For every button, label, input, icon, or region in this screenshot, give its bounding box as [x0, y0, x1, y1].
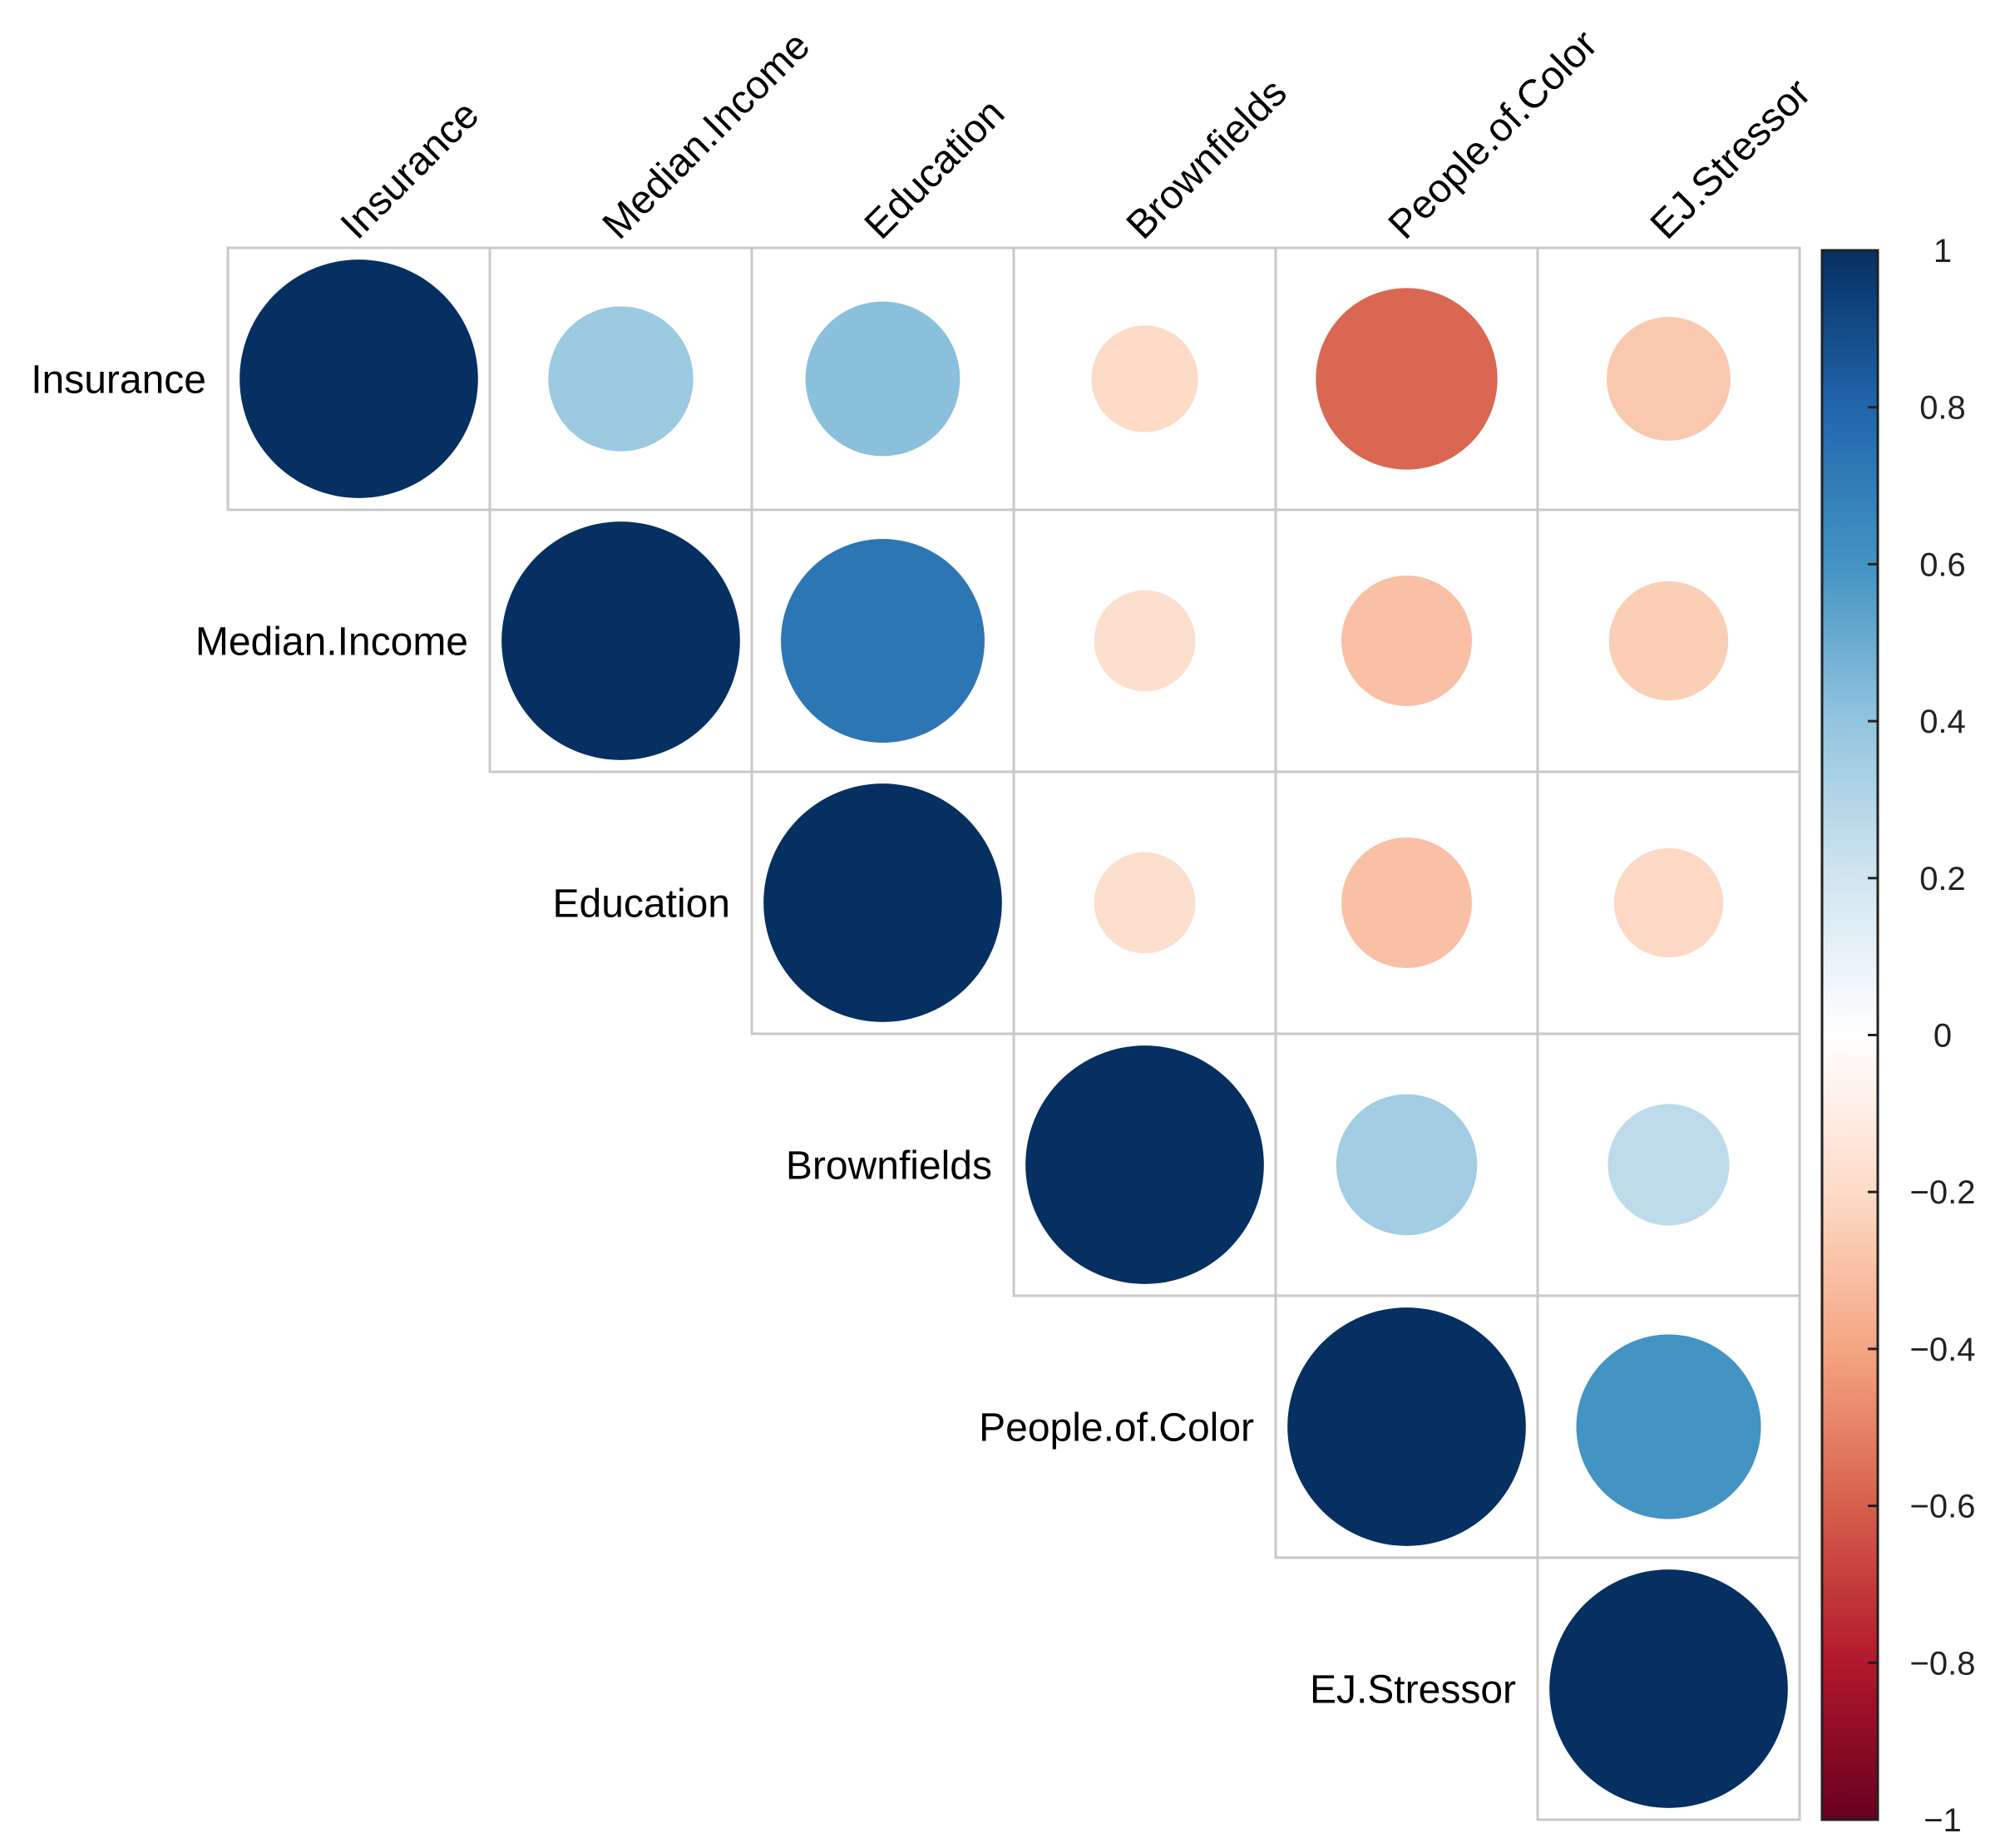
colorbar: 1 0.8 0.6 0.4 0.2 0 −0.2 −0.4 −0.6 −0.8 −1	[1820, 233, 1976, 1839]
column-label-insurance: Insurance	[333, 92, 488, 248]
correlation-circle-brownfields-ej-stressor	[1607, 1104, 1730, 1226]
correlation-circle-insurance-people-of-color	[1316, 288, 1498, 470]
row-labels: Insurance Median.Income Education Brownfiel…	[31, 358, 1516, 1712]
correlation-circle-median-income-median-income	[501, 521, 740, 760]
correlation-circles	[240, 259, 1788, 1808]
grid-cell	[1536, 1556, 1801, 1821]
correlation-circle-brownfields-people-of-color	[1336, 1094, 1478, 1236]
matrix-grid	[226, 246, 1801, 1821]
colorbar-tick-label: −1	[1924, 1802, 1962, 1839]
correlation-circle-education-people-of-color	[1341, 837, 1473, 969]
correlation-circle-education-ej-stressor	[1613, 847, 1724, 958]
colorbar-tick-label: 1	[1933, 233, 1952, 269]
row-label-insurance: Insurance	[31, 358, 206, 403]
column-labels: Insurance Median.Income Education Brownfiel…	[333, 22, 1820, 247]
correlation-circle-median-income-brownfields	[1094, 590, 1196, 692]
colorbar-tick-label: 0.6	[1919, 546, 1966, 583]
correlation-circle-ej-stressor-ej-stressor	[1549, 1569, 1788, 1808]
column-label-ej-stressor: EJ.Stressor	[1642, 71, 1820, 248]
correlation-circle-insurance-insurance	[240, 259, 478, 498]
row-label-people-of-color: People.of.Color	[979, 1406, 1254, 1450]
colorbar-tick-label: 0	[1933, 1018, 1952, 1055]
correlation-circle-insurance-ej-stressor	[1607, 317, 1731, 441]
colorbar-tick-label: −0.8	[1910, 1645, 1976, 1682]
correlation-circle-insurance-brownfields	[1091, 325, 1198, 432]
row-label-median-income: Median.Income	[195, 620, 468, 665]
correlation-circle-insurance-median-income	[548, 306, 694, 452]
correlation-circle-people-of-color-ej-stressor	[1576, 1334, 1761, 1519]
correlation-circle-education-brownfields	[1094, 852, 1196, 954]
correlation-circle-median-income-education	[781, 539, 985, 743]
colorbar-tick-label: −0.4	[1910, 1332, 1976, 1368]
column-label-education: Education	[857, 91, 1013, 247]
correlation-circle-median-income-ej-stressor	[1608, 581, 1729, 701]
row-label-education: Education	[553, 882, 731, 926]
correlation-circle-insurance-education	[805, 301, 961, 457]
correlation-circle-brownfields-brownfields	[1025, 1045, 1264, 1284]
colorbar-tick-label: 0.4	[1919, 704, 1966, 740]
correlation-circle-people-of-color-people-of-color	[1287, 1307, 1526, 1546]
row-label-ej-stressor: EJ.Stressor	[1310, 1668, 1516, 1712]
colorbar-tick-label: 0.2	[1919, 861, 1966, 897]
column-label-people-of-color: People.of.Color	[1380, 22, 1606, 247]
colorbar-tick-label: −0.6	[1910, 1489, 1976, 1525]
row-label-brownfields: Brownfields	[786, 1144, 992, 1188]
correlation-circle-education-education	[763, 783, 1002, 1022]
colorbar-tick-label: −0.2	[1910, 1174, 1976, 1211]
column-label-median-income: Median.Income	[595, 23, 819, 248]
column-label-brownfields: Brownfields	[1119, 71, 1296, 248]
correlation-circle-median-income-people-of-color	[1341, 575, 1473, 707]
colorbar-tick-label: 0.8	[1919, 390, 1966, 427]
